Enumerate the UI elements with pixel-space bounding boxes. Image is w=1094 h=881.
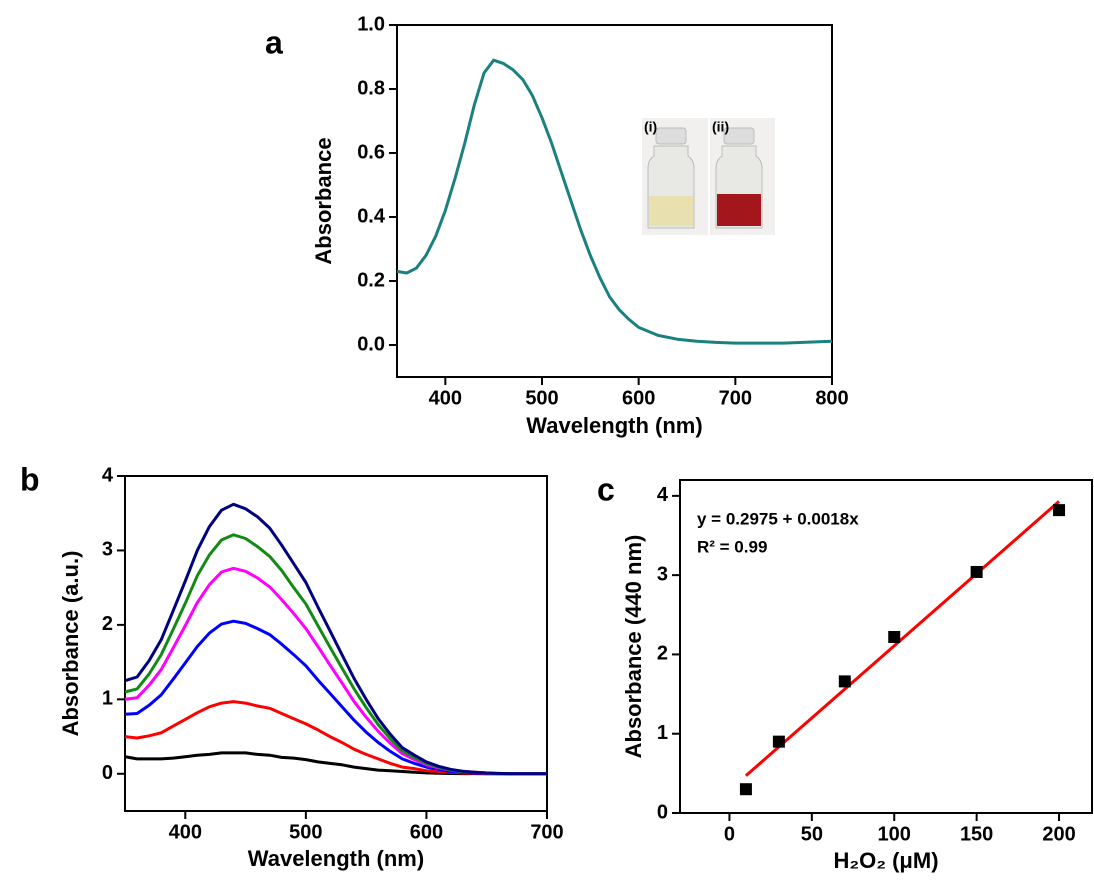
y-tick-label: 1.0	[357, 13, 385, 35]
inset-photo: (i) (ii)	[642, 118, 775, 235]
x-tick-label: 500	[289, 821, 322, 843]
y-tick-label: 3	[102, 539, 113, 561]
y-tick-label: 0	[102, 762, 113, 784]
x-tick-label: 600	[410, 821, 443, 843]
y-tick-label: 4	[102, 464, 114, 486]
x-tick-label: 800	[815, 387, 848, 409]
x-tick-label: 0	[724, 823, 735, 845]
spectrum-line	[396, 58, 833, 345]
panel-label: c	[597, 471, 615, 507]
inset-label: (i)	[644, 119, 657, 135]
data-point	[772, 735, 785, 748]
x-tick-label: 400	[429, 387, 462, 409]
x-axis-label: H₂O₂ (μM)	[833, 848, 938, 873]
inset-label: (ii)	[712, 119, 729, 135]
fit-line	[744, 500, 1060, 777]
x-tick-label: 50	[801, 823, 823, 845]
y-tick-label: 4	[657, 484, 669, 506]
y-axis-label: Absorbance	[311, 137, 336, 264]
data-point	[838, 675, 851, 688]
plot-frame	[679, 479, 1093, 814]
data-point	[739, 783, 752, 796]
plot-frame	[124, 475, 548, 812]
x-axis-label: Wavelength (nm)	[248, 846, 424, 871]
spectrum-line	[124, 751, 547, 776]
y-tick-label: 2	[657, 643, 668, 665]
y-axis-label: Absorbance (440 nm)	[621, 535, 646, 759]
y-tick-label: 0.8	[357, 77, 385, 99]
x-tick-label: 150	[960, 823, 993, 845]
x-tick-label: 600	[622, 387, 655, 409]
x-tick-label: 700	[719, 387, 752, 409]
y-tick-label: 3	[657, 563, 668, 585]
data-point	[888, 630, 901, 643]
panel-label: b	[20, 461, 40, 497]
annotation: R² = 0.99	[697, 537, 767, 556]
x-tick-label: 100	[878, 823, 911, 845]
y-tick-label: 0.6	[357, 141, 385, 163]
plot-frame	[396, 24, 833, 378]
spectrum-line	[124, 502, 547, 776]
y-tick-label: 0	[657, 801, 668, 823]
y-tick-label: 0.2	[357, 269, 385, 291]
y-tick-label: 0.0	[357, 333, 385, 355]
data-point	[970, 565, 983, 578]
x-tick-label: 700	[530, 821, 563, 843]
y-tick-label: 2	[102, 613, 113, 635]
panel-label: a	[265, 24, 283, 60]
y-axis-label: Absorbance (a.u.)	[58, 551, 83, 737]
annotation: y = 0.2975 + 0.0018x	[697, 509, 859, 528]
x-tick-label: 200	[1042, 823, 1075, 845]
y-tick-label: 0.4	[357, 205, 386, 227]
y-tick-label: 1	[102, 688, 113, 710]
y-tick-label: 1	[657, 722, 668, 744]
x-tick-label: 400	[169, 821, 202, 843]
data-point	[1053, 504, 1066, 517]
x-axis-label: Wavelength (nm)	[526, 413, 702, 438]
x-tick-label: 500	[525, 387, 558, 409]
